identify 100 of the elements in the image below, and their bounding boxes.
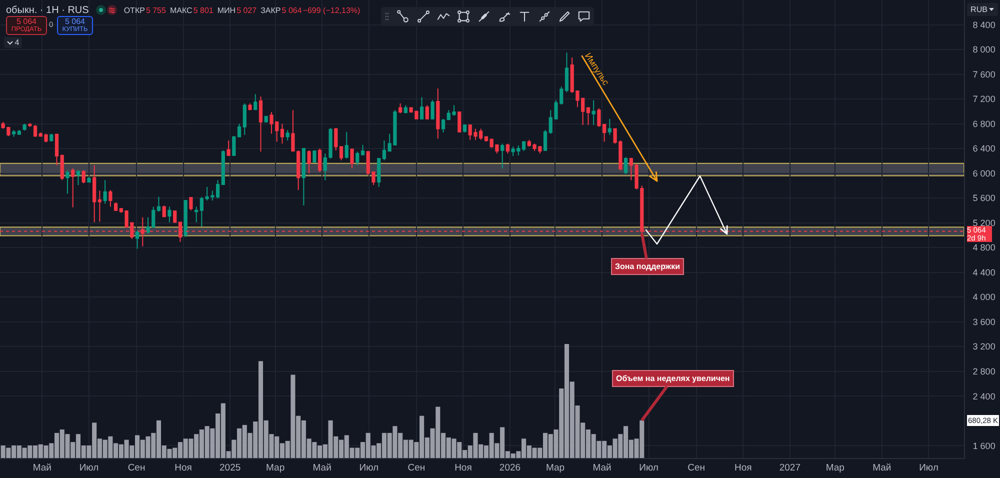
candlestick — [430, 100, 434, 120]
x-tick-label: 2027 — [779, 462, 800, 474]
candlestick — [592, 100, 596, 126]
annotation: −699 (−12,13%) — [302, 6, 360, 14]
candlestick — [425, 104, 429, 120]
y-tick-label: 1 600 — [972, 440, 996, 451]
annotation: Зона поддержки — [615, 262, 680, 271]
candlestick — [624, 156, 628, 174]
candlestick — [280, 123, 284, 144]
annotation: 5 755 — [146, 6, 166, 14]
candlestick — [436, 88, 440, 140]
candlestick — [500, 143, 504, 169]
x-tick-label: Мар — [266, 462, 285, 474]
candlestick — [344, 131, 348, 159]
y-tick-label: 4 400 — [972, 267, 996, 278]
x-tick-label: Мар — [826, 462, 844, 474]
candlestick — [33, 124, 38, 138]
candlestick — [360, 144, 365, 156]
candlestick — [232, 136, 236, 156]
candlestick — [377, 158, 381, 188]
annotation: Объем на неделях увеличен — [616, 374, 730, 383]
annotation: 5 064 — [64, 16, 86, 26]
x-tick-label: Ноя — [734, 462, 752, 474]
candlestick — [334, 128, 338, 151]
candlestick — [221, 150, 225, 186]
candlestick — [608, 118, 612, 136]
candlestick — [237, 123, 242, 138]
candlestick — [98, 190, 102, 222]
x-tick-label: Ноя — [454, 462, 472, 474]
candlestick — [60, 154, 64, 181]
y-tick-label: 2 400 — [972, 391, 996, 402]
candlestick — [184, 200, 188, 238]
candlestick — [50, 133, 54, 142]
x-tick-label: Май — [32, 462, 52, 474]
annotation: ОТКР — [124, 6, 145, 14]
x-tick-label: Июл — [79, 462, 99, 474]
y-tick-label: 5 600 — [972, 193, 996, 204]
candlestick — [114, 202, 118, 212]
currency-button: RUB — [967, 3, 998, 16]
candlestick — [302, 148, 306, 206]
candlestick — [226, 140, 230, 156]
candlestick — [307, 150, 311, 174]
y-tick-label: 6 800 — [972, 118, 996, 129]
collapse-button: 4 — [4, 37, 22, 48]
candlestick — [564, 52, 569, 93]
y-tick-label: 6 000 — [972, 168, 996, 178]
x-tick-label: Май — [312, 462, 332, 474]
candlestick — [28, 122, 32, 128]
candlestick — [458, 112, 462, 133]
candlestick — [135, 230, 140, 250]
annotation: МИН — [217, 6, 236, 14]
annotation: 5 801 — [193, 6, 214, 14]
candlestick — [522, 140, 526, 152]
x-tick-label: Сен — [688, 462, 706, 474]
candlestick — [66, 170, 70, 194]
y-tick-label: 7 600 — [972, 69, 996, 80]
chart-title: обыкн. · 1Н · RUS — [6, 4, 89, 16]
candlestick — [173, 210, 177, 224]
y-tick-label: 7 200 — [972, 94, 996, 104]
candlestick — [12, 129, 16, 138]
y-tick-label: 4 000 — [972, 292, 996, 302]
candlestick — [54, 133, 59, 166]
candlestick — [82, 170, 86, 184]
candlestick — [168, 206, 172, 223]
candlestick — [312, 150, 316, 163]
x-tick-label: Май — [872, 462, 892, 474]
candlestick — [108, 190, 112, 208]
x-tick-label: Сен — [128, 462, 146, 474]
candlestick — [441, 118, 446, 133]
candlestick — [242, 102, 246, 136]
x-tick-label: Июл — [359, 462, 379, 474]
candlestick — [318, 148, 322, 173]
y-tick-label: 8 400 — [972, 20, 996, 30]
candlestick — [328, 128, 332, 159]
annotation: ЗАКР — [260, 6, 281, 14]
candlestick — [156, 196, 161, 212]
candlestick — [76, 170, 80, 186]
candlestick — [264, 116, 268, 122]
candlestick — [258, 96, 263, 152]
x-tick-label: 2025 — [220, 462, 241, 474]
candlestick — [543, 129, 548, 152]
candlestick — [103, 180, 107, 204]
x-tick-label: Сен — [408, 462, 426, 474]
candlestick — [350, 148, 354, 169]
y-tick-label: 8 000 — [972, 44, 996, 55]
y-tick-label: 3 200 — [972, 342, 996, 352]
candlestick — [484, 136, 488, 142]
annotation: 5 064 — [282, 6, 302, 14]
candlestick — [420, 96, 424, 120]
candlestick — [462, 124, 467, 133]
x-tick-label: Мар — [546, 462, 565, 474]
candlestick — [162, 204, 166, 218]
candlestick — [87, 176, 91, 184]
candlestick — [286, 129, 290, 141]
candlestick — [382, 140, 386, 161]
x-tick-label: Июл — [639, 462, 658, 474]
candlestick — [339, 146, 344, 161]
x-tick-label: Май — [592, 462, 612, 474]
x-tick-label: Июл — [919, 462, 938, 474]
candlestick — [398, 102, 402, 114]
